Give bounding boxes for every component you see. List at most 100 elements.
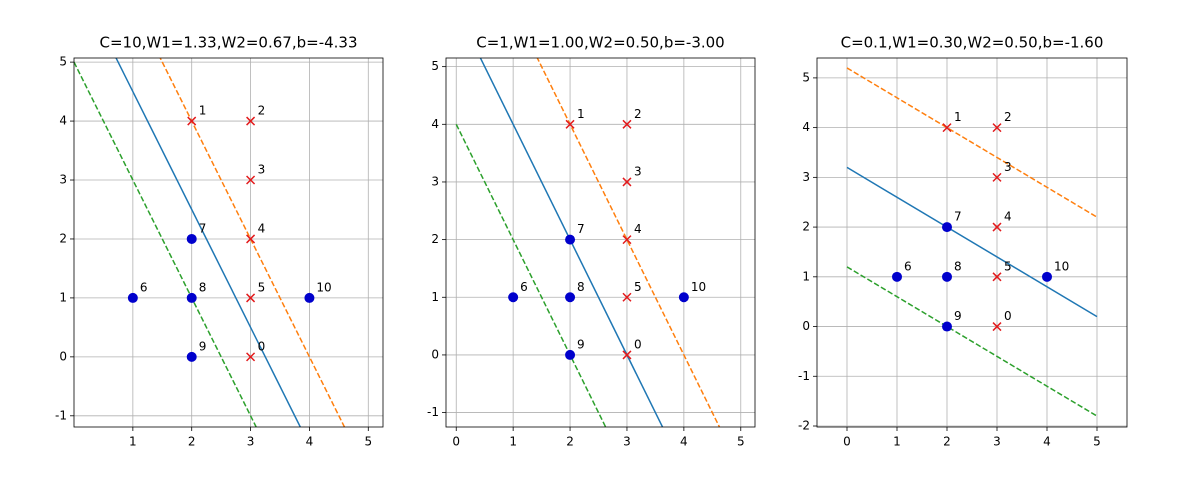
x-tick-label: 4 [1043, 435, 1051, 449]
lines [846, 67, 1098, 417]
point-label: 9 [199, 339, 207, 353]
point-label: 2 [1004, 110, 1012, 124]
point-label: 3 [258, 163, 266, 177]
point [942, 123, 952, 133]
x-tick-label: 3 [623, 435, 631, 449]
point [186, 233, 197, 244]
point [186, 351, 197, 362]
point-label: 8 [954, 259, 962, 273]
point-label: 5 [258, 280, 266, 294]
x-tick-label: 0 [843, 435, 851, 449]
lines [74, 58, 346, 427]
boundary-line [846, 166, 1098, 318]
point-label: 1 [577, 107, 585, 121]
x-tick-label: 2 [943, 435, 951, 449]
subplot: 1 2 3 4 5 -1 0 1 2 3 4 5 0 1 2 3 4 5 6 7 8 9 10 C=10,W1=1.33,W2… [55, 34, 384, 449]
point-label: 4 [258, 221, 266, 235]
boundary-line [536, 58, 721, 427]
y-tick-label: -1 [55, 408, 67, 422]
point-label: 7 [577, 222, 585, 236]
point [1042, 271, 1052, 282]
y-tick-label: 5 [802, 70, 810, 84]
point-label: 10 [691, 280, 706, 294]
point-label: 0 [1004, 309, 1012, 323]
point [942, 271, 952, 282]
point [565, 292, 576, 303]
point [246, 234, 256, 244]
boundary-line [159, 58, 346, 427]
chart-title: C=10,W1=1.33,W2=0.67,b=-4.33 [99, 34, 357, 52]
x-tick-label: 1 [509, 435, 517, 449]
point [246, 116, 256, 126]
boundary-line [74, 61, 258, 427]
y-tick-label: 4 [431, 117, 439, 131]
point [186, 292, 197, 303]
point [187, 116, 197, 126]
point-label: 7 [199, 221, 207, 235]
boundary-line [479, 58, 664, 427]
axes-frame [816, 57, 1128, 428]
point [246, 175, 256, 185]
point [992, 222, 1002, 232]
x-tick-label: 5 [364, 435, 372, 449]
point-label: 2 [258, 104, 266, 118]
point-label: 10 [316, 280, 331, 294]
x-tick-label: 5 [737, 435, 745, 449]
y-tick-label: 5 [59, 55, 67, 69]
y-tick-label: 5 [431, 59, 439, 73]
y-tick-label: 3 [59, 173, 67, 187]
y-tick-label: 0 [59, 349, 67, 363]
y-tick-label: 0 [802, 319, 810, 333]
point-label: 8 [577, 280, 585, 294]
point [565, 349, 576, 360]
x-tick-label: 5 [1093, 435, 1101, 449]
point-label: 5 [1004, 259, 1012, 273]
point [246, 293, 256, 303]
subplot: 0 1 2 3 4 5 -2 -1 0 1 2 3 4 5 0 1 2 3 4 5 6 7 8 9 10 C=0.1,W1=0.3… [798, 34, 1128, 449]
x-tick-label: 2 [566, 435, 574, 449]
x-tick-label: 4 [680, 435, 688, 449]
point [622, 177, 632, 187]
point [565, 234, 576, 245]
point [127, 292, 138, 303]
lines [455, 58, 721, 427]
boundary-line [115, 58, 302, 427]
point-label: 3 [634, 164, 642, 178]
boundary-line [455, 123, 607, 427]
point-label: 2 [634, 107, 642, 121]
point [942, 321, 952, 332]
point [304, 292, 315, 303]
point [622, 292, 632, 302]
y-tick-label: 3 [431, 174, 439, 188]
point-label: 8 [199, 280, 207, 294]
point [622, 235, 632, 245]
y-tick-label: -1 [798, 369, 810, 383]
y-tick-label: 0 [431, 347, 439, 361]
y-tick-label: 2 [431, 232, 439, 246]
point-label: 7 [954, 210, 962, 224]
subplot: 0 1 2 3 4 5 -1 0 1 2 3 4 5 0 1 2 3 4 5 6 7 8 9 10 C=1,W1=1.00,W2… [427, 34, 756, 449]
axes-frame [445, 57, 756, 428]
y-tick-label: -1 [427, 405, 439, 419]
x-tick-label: 3 [993, 435, 1001, 449]
point [246, 352, 256, 362]
point [992, 322, 1002, 332]
y-tick-label: 1 [431, 290, 439, 304]
point [565, 119, 575, 129]
point-label: 10 [1054, 259, 1069, 273]
point [992, 172, 1002, 182]
point [992, 123, 1002, 133]
x-tick-label: 0 [452, 435, 460, 449]
chart-title: C=1,W1=1.00,W2=0.50,b=-3.00 [476, 34, 724, 52]
point-label: 4 [1004, 210, 1012, 224]
point [622, 350, 632, 360]
point-label: 9 [954, 309, 962, 323]
point [992, 272, 1002, 282]
y-tick-label: 4 [59, 114, 67, 128]
y-tick-label: 1 [802, 269, 810, 283]
point-label: 1 [199, 104, 207, 118]
y-tick-label: 2 [59, 231, 67, 245]
point-label: 5 [634, 280, 642, 294]
point [508, 292, 519, 303]
